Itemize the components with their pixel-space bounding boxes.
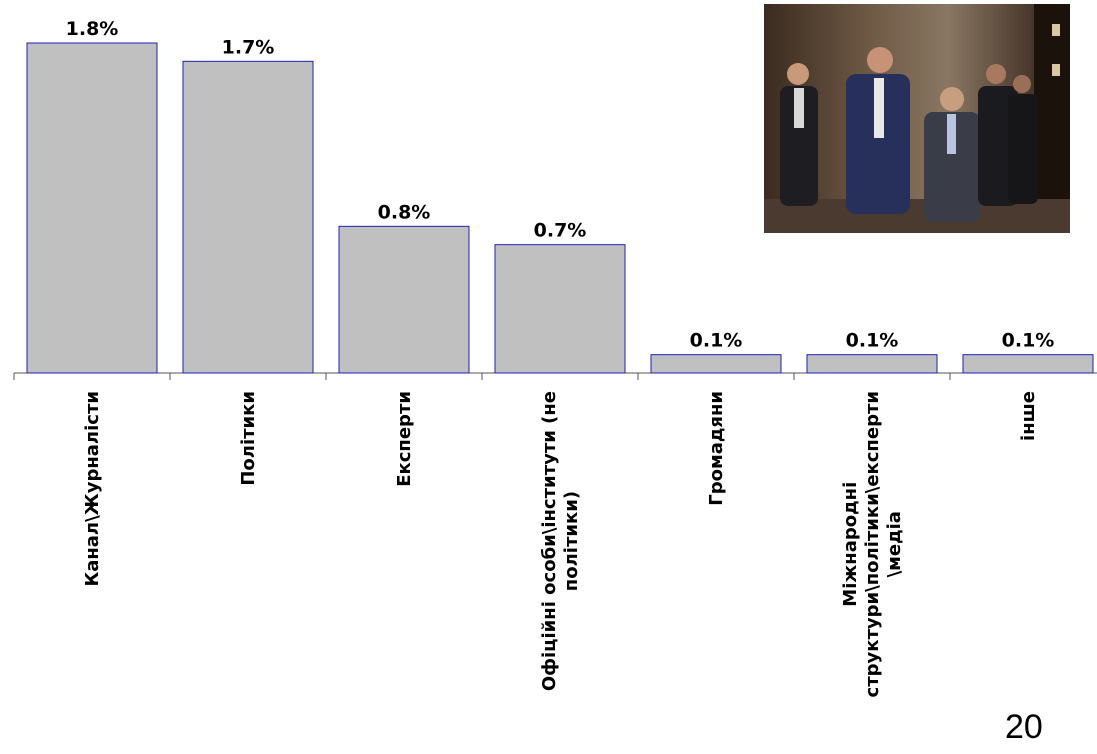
value-label-2: 1.7%: [222, 36, 275, 58]
value-label-7: 0.1%: [1002, 330, 1055, 352]
page-number: 20: [1005, 708, 1043, 746]
value-label-6: 0.1%: [846, 330, 899, 352]
bar-4: [494, 244, 626, 374]
category-label-5: Громадяни: [706, 391, 727, 506]
category-label-line: структури\політики\експерти: [862, 391, 883, 697]
category-label-line: Політики: [238, 391, 259, 486]
photo-icon: [764, 4, 1070, 233]
x-axis-ticks: [13, 373, 951, 380]
bar-1: [26, 42, 158, 374]
category-label-line: Міжнародні: [840, 482, 861, 607]
category-label-2: Політики: [238, 391, 259, 486]
value-label-3: 0.8%: [378, 201, 431, 223]
category-labels: Канал\Журналісти Політики Експерти Офіційні…: [82, 391, 1039, 697]
value-label-4: 0.7%: [534, 220, 587, 242]
photo-of-officials-walking: [764, 4, 1070, 233]
category-label-line: Офіційні особи\інститути (не: [539, 391, 560, 691]
bar-2: [182, 60, 314, 374]
category-label-3: Експерти: [394, 391, 415, 487]
value-labels: 1.8% 1.7% 0.8% 0.7% 0.1% 0.1% 0.1%: [66, 18, 1055, 352]
category-label-line: Експерти: [394, 391, 415, 487]
category-label-line: \медіа: [884, 511, 905, 577]
category-label-4: Офіційні особи\інститути (не політики): [539, 391, 582, 691]
category-label-line: політики): [561, 491, 582, 591]
bar-6: [806, 354, 938, 374]
bar-5: [650, 354, 782, 374]
category-label-line: Громадяни: [706, 391, 727, 506]
value-label-1: 1.8%: [66, 18, 119, 40]
bar-3: [338, 225, 470, 374]
bar-7: [962, 354, 1094, 374]
category-label-1: Канал\Журналісти: [82, 391, 103, 587]
category-label-6: Міжнародні структури\політики\експерти \ме…: [840, 391, 905, 697]
category-label-line: інше: [1018, 391, 1039, 441]
category-label-line: Канал\Журналісти: [82, 391, 103, 587]
bars: [26, 42, 1094, 374]
category-label-7: інше: [1018, 391, 1039, 441]
value-label-5: 0.1%: [690, 330, 743, 352]
